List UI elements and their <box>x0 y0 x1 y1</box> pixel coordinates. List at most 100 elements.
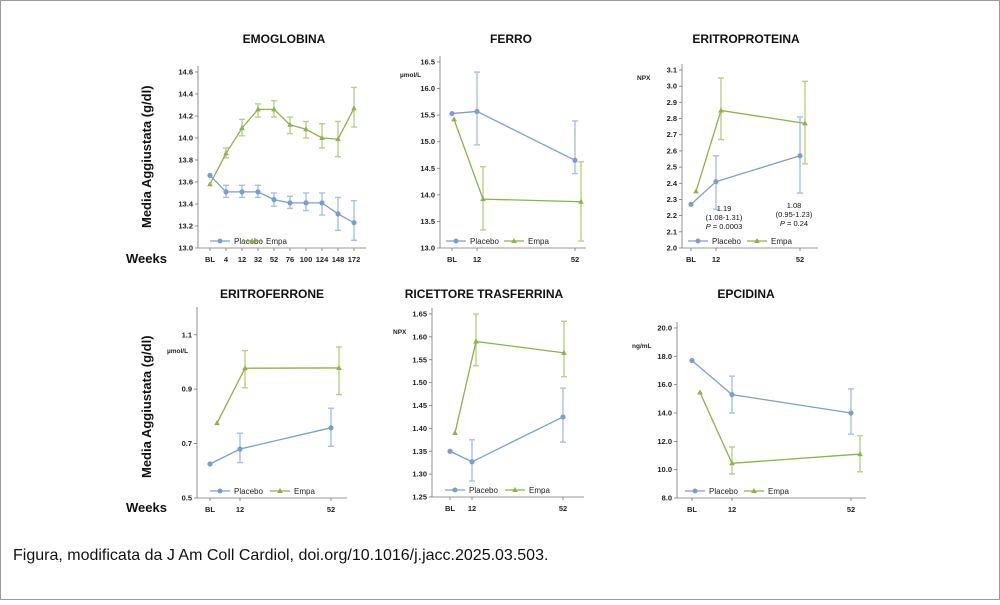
x-tick-label: 12 <box>473 255 481 264</box>
y-tick-label: 1.60 <box>412 332 427 341</box>
y-tick-label: 13.6 <box>178 178 193 187</box>
y-tick-label: 1.50 <box>412 378 427 387</box>
x-tick-label: 12 <box>712 255 720 264</box>
x-tick-label: 12 <box>468 504 476 513</box>
y-tick-label: 16.0 <box>657 380 672 389</box>
legend-marker-empa <box>512 487 518 492</box>
data-point-placebo <box>449 110 455 117</box>
y-tick-label: 8.0 <box>662 494 672 503</box>
data-point-placebo <box>271 197 277 203</box>
annotation-text: (0.95-1.23) <box>776 210 813 219</box>
x-tick-label: 12 <box>236 505 244 514</box>
data-point-empa <box>287 121 293 127</box>
series-line-empa <box>209 108 355 185</box>
data-point-empa <box>561 349 567 355</box>
y-tick-label: 0.7 <box>182 439 192 448</box>
unit-label: µmol/L <box>167 348 188 355</box>
y-tick-label: 2.3 <box>667 195 677 204</box>
data-point-empa <box>693 188 699 194</box>
y-tick-label: 18.0 <box>657 352 672 361</box>
y-tick-label: 1.45 <box>412 401 427 410</box>
data-point-placebo <box>303 200 309 206</box>
legend-label-empa: Empa <box>294 487 315 496</box>
y-tick-label: 14.0 <box>657 409 672 418</box>
x-tick-label: BL <box>205 255 215 264</box>
y-tick-label: 15.0 <box>420 137 435 146</box>
data-point-empa <box>242 365 248 371</box>
data-point-placebo <box>207 172 213 178</box>
x-tick-label: 12 <box>728 505 736 514</box>
legend-label-placebo: Placebo <box>709 487 738 496</box>
y-tick-label: 15.5 <box>420 111 435 120</box>
x-tick-label: 100 <box>300 255 313 264</box>
data-point-empa <box>480 196 486 202</box>
data-point-placebo <box>729 391 735 398</box>
data-point-empa <box>335 136 341 142</box>
x-tick-label: 76 <box>286 255 294 264</box>
y-tick-label: 2.0 <box>667 244 677 253</box>
y-tick-label: 3.1 <box>667 66 677 75</box>
data-point-placebo <box>469 459 475 465</box>
y-tick-label: 13.0 <box>178 244 193 253</box>
y-tick-label: 14.5 <box>420 164 435 173</box>
y-tick-label: 2.7 <box>667 130 677 139</box>
data-point-placebo <box>223 189 229 195</box>
data-point-placebo <box>255 189 261 195</box>
legend-label-empa: Empa <box>529 486 550 495</box>
x-tick-label: BL <box>445 504 455 513</box>
x-tick-label: 52 <box>327 505 335 514</box>
legend-marker-empa <box>511 238 517 243</box>
y-tick-label: 0.9 <box>182 385 192 394</box>
y-tick-label: 1.40 <box>412 424 427 433</box>
y-tick-label: 10.0 <box>657 465 672 474</box>
chart-title-ricettore-trasferrina: RICETTORE TRASFERRINA <box>405 287 564 301</box>
legend-label-empa: Empa <box>768 487 789 496</box>
x-tick-label: 124 <box>316 255 329 264</box>
legend-marker-placebo <box>453 238 459 244</box>
y-tick-label: 2.6 <box>667 146 677 155</box>
x-tick-label: 4 <box>224 255 229 264</box>
data-point-empa <box>271 106 277 112</box>
data-point-empa <box>452 429 458 435</box>
y-tick-label: 14.2 <box>178 112 193 121</box>
data-point-empa <box>223 150 229 156</box>
y-tick-label: 1.1 <box>182 330 192 339</box>
x-tick-label: 32 <box>254 255 262 264</box>
legend-label-placebo: Placebo <box>712 237 741 246</box>
data-point-placebo <box>572 157 578 163</box>
annotation-text: P = 0.0003 <box>706 222 743 231</box>
data-point-placebo <box>239 189 245 195</box>
y-tick-label: 1.65 <box>412 310 427 319</box>
x-tick-label: 52 <box>571 255 579 264</box>
data-point-placebo <box>713 179 719 185</box>
annotation-text: 1.08 <box>787 201 802 210</box>
unit-label: ng/mL <box>632 343 652 350</box>
y-tick-label: 16.5 <box>420 58 435 67</box>
data-point-placebo <box>560 414 566 420</box>
y-tick-label: 0.5 <box>182 494 192 503</box>
unit-label: µmol/L <box>400 72 421 79</box>
chart-title-epcidina: EPCIDINA <box>717 287 775 301</box>
x-tick-label: 52 <box>847 505 855 514</box>
data-point-empa <box>729 460 735 466</box>
chart-title-ferro: FERRO <box>490 32 532 46</box>
legend-marker-placebo <box>692 488 698 494</box>
data-point-placebo <box>207 461 213 467</box>
data-point-placebo <box>287 200 293 206</box>
annotation-text: (1.08-1.31) <box>706 213 743 222</box>
legend-label-placebo: Placebo <box>470 237 499 246</box>
legend-label-empa: Empa <box>771 237 792 246</box>
x-tick-label: 148 <box>332 255 345 264</box>
y-tick-label: 1.30 <box>412 470 427 479</box>
data-point-empa <box>207 181 213 187</box>
y-tick-label: 20.0 <box>657 324 672 333</box>
legend-marker-empa <box>249 238 255 243</box>
